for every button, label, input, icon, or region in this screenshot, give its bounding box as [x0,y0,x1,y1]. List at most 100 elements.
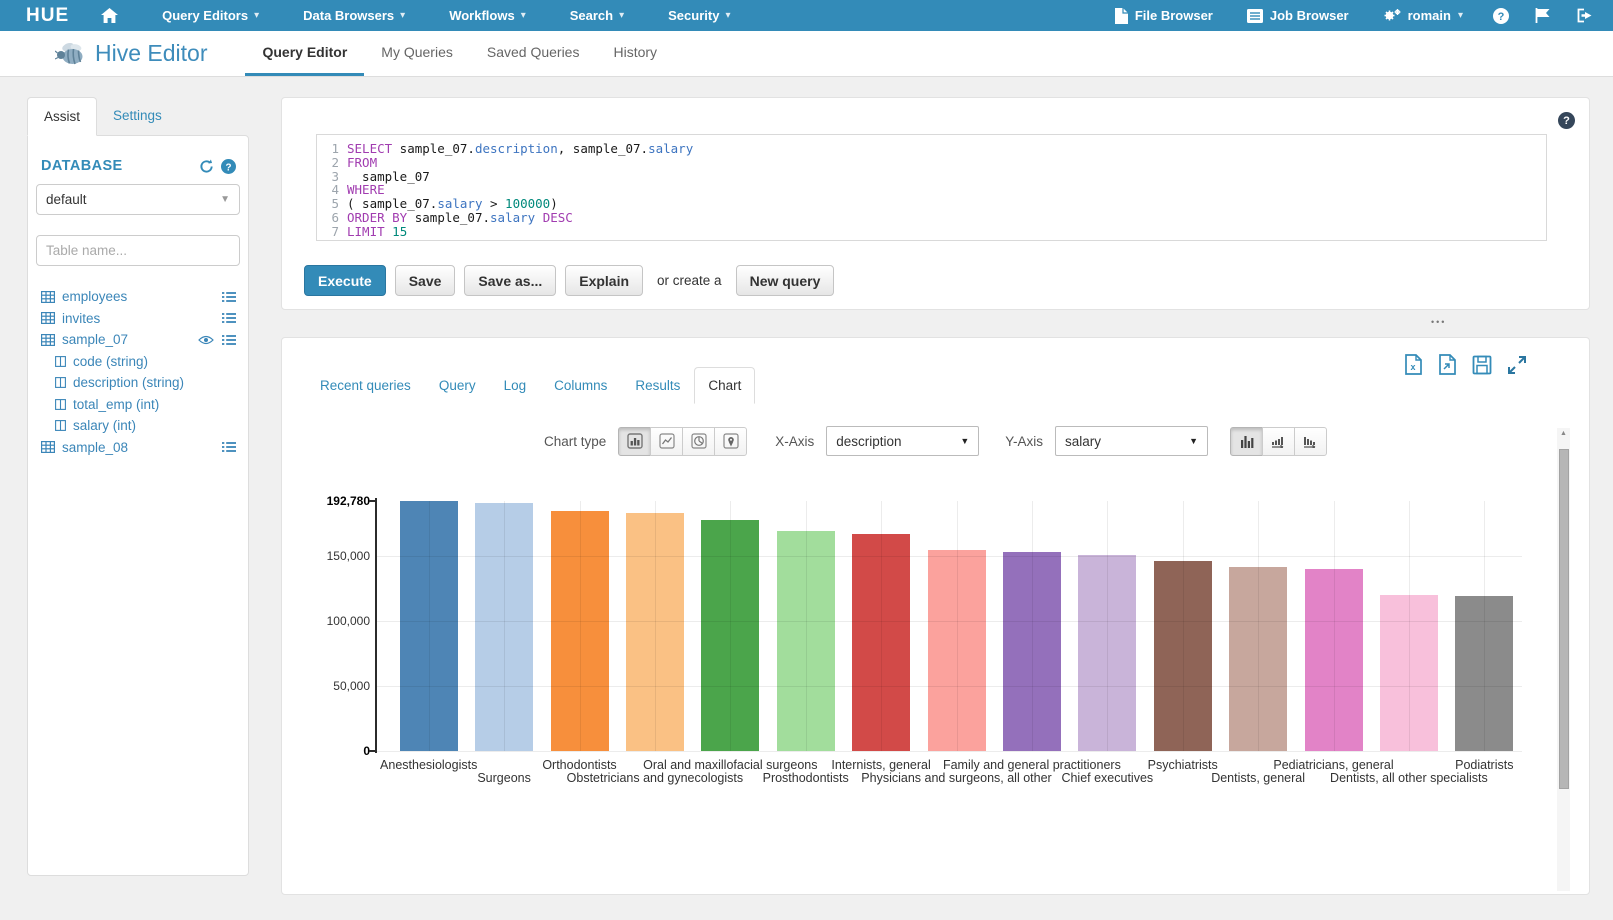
chart-bar-orthodontists[interactable] [550,510,609,751]
logout-icon[interactable] [1564,0,1613,31]
new-query-button[interactable]: New query [735,265,835,296]
column-item-salary[interactable]: salary (int) [36,415,240,437]
topbar-menu-query-editors[interactable]: Query Editors ▾ [140,0,281,31]
results-tab-results[interactable]: Results [635,378,681,393]
app-title-text[interactable]: Hive Editor [95,40,208,66]
chart-bar-physicians-and-surgeons-all-other[interactable] [927,549,986,751]
home-icon[interactable] [83,8,140,23]
select-caret-icon: ▼ [1189,436,1199,446]
table-name[interactable]: sample_08 [62,439,129,455]
table-details-icon[interactable] [222,441,236,453]
table-item-sample-07[interactable]: sample_07 [36,329,240,351]
scrollbar-thumb[interactable] [1558,449,1569,789]
column-name[interactable]: salary (int) [73,418,137,434]
results-tab-columns[interactable]: Columns [554,378,608,393]
subnav-tab-my-queries[interactable]: My Queries [381,44,453,60]
sort-asc-button[interactable] [1262,426,1296,456]
table-filter-input[interactable] [36,235,240,266]
chart-type-map-button[interactable] [714,426,748,456]
chart-bar-oral-and-maxillofacial-surgeons[interactable] [701,519,760,751]
resize-handle[interactable]: ••• [1431,317,1447,327]
table-item-sample-08[interactable]: sample_08 [36,437,240,459]
hue-logo[interactable]: HUE [26,4,70,26]
save-as-button[interactable]: Save as... [464,265,557,296]
x-axis-select[interactable]: description ▼ [826,426,980,456]
save-results-icon[interactable] [1472,355,1492,375]
table-details-icon[interactable] [222,334,236,346]
results-tab-recent-queries[interactable]: Recent queries [320,378,411,393]
save-button[interactable]: Save [394,265,456,296]
chart-bar-psychiatrists[interactable] [1153,561,1212,751]
table-name[interactable]: employees [62,289,128,305]
chart-scrollbar[interactable]: ▲ [1557,428,1570,891]
x-tick-label-pediatricians-general: Pediatricians, general [1273,758,1394,772]
subnav-tab-query-editor[interactable]: Query Editor [245,31,365,76]
chart-bar-pediatricians-general[interactable] [1304,568,1363,751]
table-icon [41,333,55,346]
editor-code[interactable]: SELECT sample_07.description, sample_07.… [347,142,1546,240]
database-help-icon[interactable]: ? [221,158,236,174]
table-name[interactable]: sample_07 [62,332,129,348]
results-tab-chart[interactable]: Chart [694,367,756,404]
topbar-menu-security[interactable]: Security ▾ [646,0,752,31]
table-details-icon[interactable] [222,291,236,303]
subnav-tab-saved-queries[interactable]: Saved Queries [486,44,580,60]
x-tick-label-internists-general: Internists, general [831,758,931,772]
chart-y-axis: 192,780 150,000 100,000 50,000 0 [290,494,370,758]
preview-eye-icon[interactable] [198,335,214,345]
tab-assist[interactable]: Assist [27,97,98,136]
column-name[interactable]: description (string) [73,375,185,391]
chart-bar-prosthodontists[interactable] [776,530,835,751]
column-name[interactable]: total_emp (int) [73,396,160,412]
file-browser-link[interactable]: File Browser [1098,0,1230,31]
execute-button[interactable]: Execute [304,265,386,296]
results-tab-log[interactable]: Log [503,378,527,393]
chart-bar-anesthesiologists[interactable] [399,501,458,751]
chart-type-pie-button[interactable] [682,426,716,456]
chart-bar-podiatrists[interactable] [1455,596,1514,751]
export-excel-icon[interactable]: x [1404,354,1423,375]
chart-type-line-button[interactable] [650,426,684,456]
explain-button[interactable]: Explain [565,265,644,296]
column-name[interactable]: code (string) [73,353,149,369]
table-item-invites[interactable]: invites [36,308,240,330]
export-file-icon[interactable] [1438,354,1457,375]
chart-bar-family-and-general-practitioners[interactable] [1002,551,1061,751]
column-item-description[interactable]: description (string) [36,372,240,394]
chart-bar-dentists-general[interactable] [1229,566,1288,751]
database-select[interactable]: default ▼ [36,184,240,215]
table-details-icon[interactable] [222,312,236,324]
expand-fullscreen-icon[interactable] [1507,355,1527,375]
topbar-menu-data-browsers[interactable]: Data Browsers ▾ [281,0,427,31]
chart-bar-surgeons[interactable] [475,502,534,751]
refresh-icon[interactable] [199,158,214,174]
results-tab-query[interactable]: Query [438,378,476,393]
help-icon[interactable]: ? [1480,0,1522,31]
chart-bar-dentists-all-other-specialists[interactable] [1379,594,1438,751]
sql-token-col: salary [490,209,536,225]
job-browser-link[interactable]: Job Browser [1230,0,1366,31]
topbar-menu-search[interactable]: Search ▾ [548,0,646,31]
chart-bar-internists-general[interactable] [852,534,911,751]
column-item-code[interactable]: code (string) [36,351,240,373]
scrollbar-up-arrow[interactable]: ▲ [1560,430,1567,437]
tab-settings[interactable]: Settings [113,108,162,123]
sql-token-kw: SELECT [347,141,393,156]
topbar-menu-workflows[interactable]: Workflows ▾ [427,0,548,31]
subnav-tab-history[interactable]: History [613,44,658,60]
sort-desc-button[interactable] [1294,426,1328,456]
table-item-employees[interactable]: employees [36,286,240,308]
feedback-flag-icon[interactable] [1522,0,1564,31]
chart-bar-obstetricians-and-gynecologists[interactable] [625,512,684,751]
sort-none-button[interactable] [1230,426,1264,456]
sql-line: WHERE [347,183,1546,197]
table-name[interactable]: invites [62,310,101,326]
y-axis-select[interactable]: salary ▼ [1055,426,1209,456]
chart-bar-chief-executives[interactable] [1078,554,1137,751]
column-item-total-emp[interactable]: total_emp (int) [36,394,240,416]
query-help-icon[interactable]: ? [1558,112,1575,129]
chart-type-bars-button[interactable] [618,426,652,456]
user-menu[interactable]: romain ▾ [1366,0,1480,31]
x-tick-label-physicians-and-surgeons-all-other: Physicians and surgeons, all other [861,771,1052,785]
